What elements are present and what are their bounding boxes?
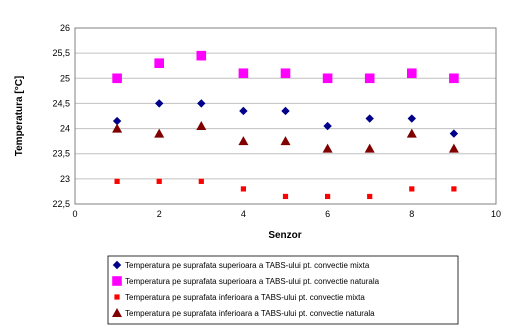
data-point-series-3 [198,178,204,184]
data-point-series-3 [451,186,457,192]
y-tick-label: 23 [60,174,70,184]
y-tick-label: 25 [60,73,70,83]
data-point-series-1 [365,114,374,123]
data-point-series-2 [112,73,122,84]
data-point-series-3 [325,193,331,200]
data-point-series-4 [364,143,375,153]
data-point-series-4 [196,121,207,131]
x-tick-label: 4 [241,209,246,219]
y-tick-label: 22,5 [52,199,70,209]
data-point-series-1 [449,129,459,138]
data-point-series-4 [448,143,459,153]
y-tick-label: 25,5 [52,48,70,58]
data-point-series-2 [322,73,333,84]
data-point-series-2 [238,68,249,79]
data-point-series-2 [154,58,164,68]
y-tick-label: 23,5 [52,149,70,159]
x-tick-label: 10 [491,209,501,219]
x-axis-title: Senzor [268,230,301,241]
legend-box [107,255,459,325]
data-point-series-4 [280,136,291,146]
y-tick-label: 24,5 [52,98,70,108]
data-point-series-3 [282,193,289,200]
data-point-series-4 [238,136,249,146]
data-point-series-3 [240,186,246,192]
data-point-series-2 [196,50,207,61]
data-point-series-2 [407,68,417,79]
legend-label-3: Temperatura pe suprafata inferioara a TA… [125,293,365,302]
legend-marker-2 [112,276,122,286]
data-point-series-1 [155,99,164,108]
legend-marker-1 [112,260,122,270]
y-tick-label: 24 [60,124,70,134]
legend-marker-4 [112,308,122,317]
data-point-series-4 [322,143,333,153]
x-tick-label: 0 [72,209,77,219]
data-point-series-3 [114,178,120,184]
data-point-series-4 [154,128,165,138]
x-tick-label: 2 [157,209,162,219]
data-point-series-2 [364,73,375,84]
data-point-series-1 [197,99,206,108]
data-point-series-1 [239,106,248,116]
data-point-series-1 [407,114,416,123]
data-points [112,50,459,200]
data-point-series-3 [367,193,373,200]
plot-area-frame [74,27,497,205]
data-point-series-1 [112,116,122,126]
data-point-series-3 [409,186,415,192]
legend-label-1: Temperatura pe suprafata superioara a TA… [125,261,370,270]
data-point-series-1 [281,106,290,116]
data-point-series-4 [406,128,417,138]
legend-marker-3 [114,294,120,300]
x-tick-label: 8 [409,209,414,219]
legend: Temperatura pe suprafata superioara a TA… [112,260,380,318]
legend-label-2: Temperatura pe suprafata superioara a TA… [125,277,380,286]
y-tick-label: 26 [60,23,70,33]
legend-label-4: Temperatura pe suprafata inferioara a TA… [125,309,375,318]
data-point-series-2 [449,73,459,84]
data-point-series-4 [112,123,123,133]
x-tick-label: 6 [325,209,330,219]
data-point-series-3 [156,178,162,184]
y-axis-title: Temperatura [°C] [14,76,25,157]
data-point-series-2 [280,68,291,79]
data-point-series-1 [323,121,332,131]
